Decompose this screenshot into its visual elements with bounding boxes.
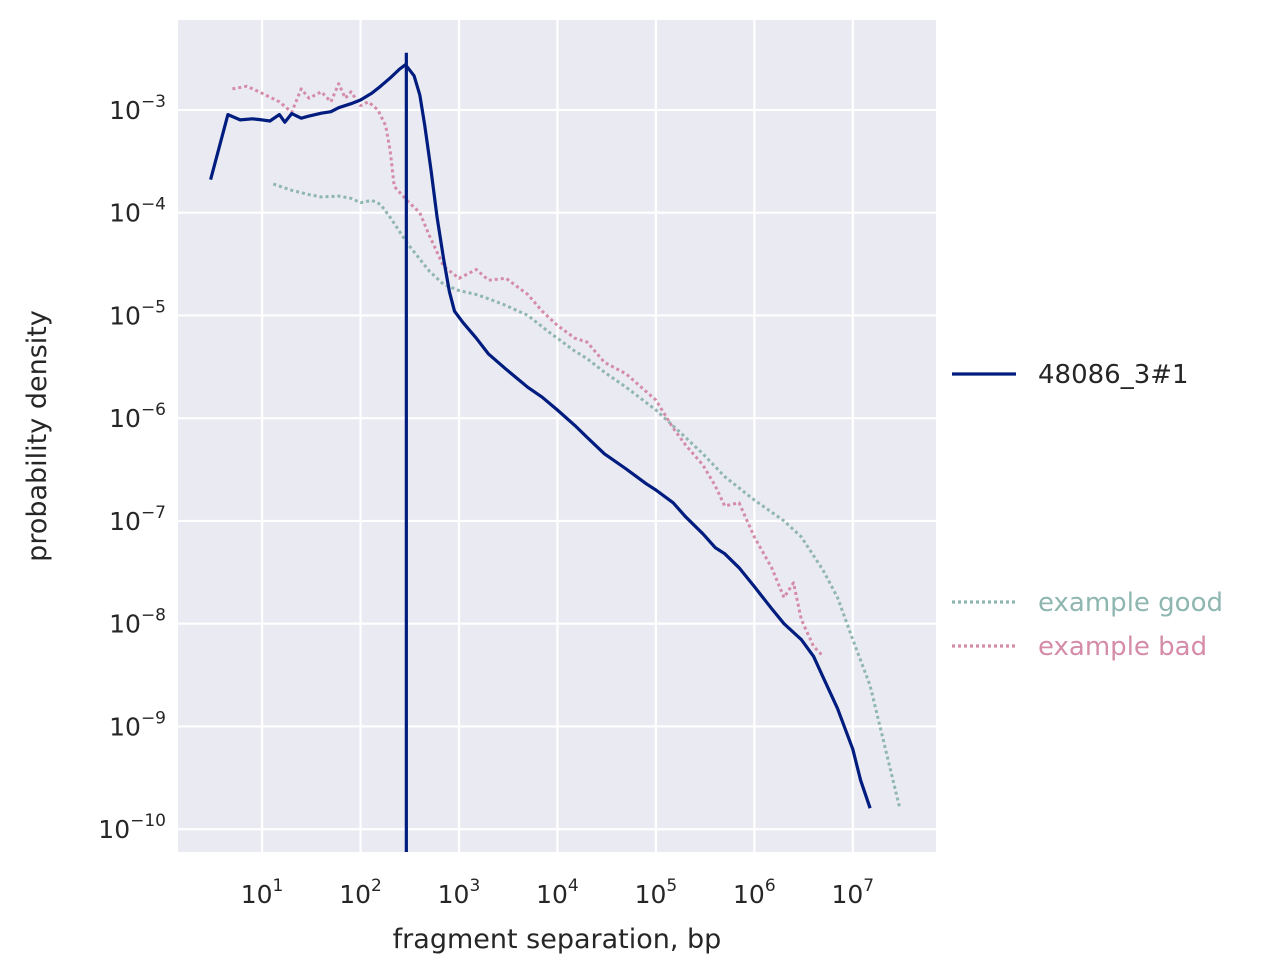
y-tick-label: 10−8 <box>109 606 166 639</box>
y-tick-label: 10−7 <box>109 503 166 536</box>
x-tick-exponent: 7 <box>863 876 874 896</box>
y-tick-exponent: −5 <box>141 297 166 317</box>
y-tick-exponent: −6 <box>141 400 166 420</box>
x-tick-exponent: 3 <box>469 876 480 896</box>
x-tick-label: 104 <box>536 876 579 909</box>
x-tick-label: 101 <box>241 876 284 909</box>
x-tick-exponent: 4 <box>568 876 579 896</box>
y-tick-exponent: −7 <box>141 503 166 523</box>
x-tick-base: 10 <box>536 880 568 909</box>
x-tick-exponent: 5 <box>666 876 677 896</box>
x-axis-label: fragment separation, bp <box>393 924 722 955</box>
x-axis-ticks: 101 102 103 104 105 106 107 <box>241 876 874 909</box>
x-tick-label: 106 <box>733 876 776 909</box>
y-tick-label: 10−10 <box>98 811 166 844</box>
y-axis-ticks: 10−310−410−510−610−710−810−910−10 <box>98 92 166 844</box>
series-line-example-bad <box>232 82 825 658</box>
y-tick-label: 10−5 <box>109 297 166 330</box>
y-tick-base: 10 <box>109 507 141 536</box>
x-tick-label: 105 <box>635 876 678 909</box>
legend-label-example-good: example good <box>1038 588 1223 618</box>
y-tick-label: 10−4 <box>109 195 166 228</box>
y-tick-base: 10 <box>109 301 141 330</box>
y-tick-exponent: −9 <box>141 708 166 728</box>
x-tick-base: 10 <box>635 880 667 909</box>
y-tick-base: 10 <box>109 96 141 125</box>
series-line-48086-3-1 <box>209 63 872 809</box>
grid-lines <box>178 20 936 852</box>
y-tick-base: 10 <box>109 610 141 639</box>
x-tick-base: 10 <box>438 880 470 909</box>
x-tick-exponent: 2 <box>371 876 382 896</box>
x-tick-base: 10 <box>733 880 765 909</box>
series-layer <box>209 52 902 852</box>
y-tick-exponent: −3 <box>141 92 166 112</box>
y-tick-label: 10−6 <box>109 400 166 433</box>
x-tick-base: 10 <box>831 880 863 909</box>
x-tick-label: 107 <box>831 876 874 909</box>
y-tick-base: 10 <box>109 199 141 228</box>
y-tick-base: 10 <box>98 815 130 844</box>
y-tick-base: 10 <box>109 712 141 741</box>
x-tick-exponent: 6 <box>765 876 776 896</box>
y-tick-label: 10−3 <box>109 92 166 125</box>
y-tick-label: 10−9 <box>109 708 166 741</box>
y-tick-exponent: −10 <box>130 811 166 831</box>
y-tick-exponent: −4 <box>141 195 166 215</box>
y-tick-exponent: −8 <box>141 606 166 626</box>
legend-label-48086-3-1: 48086_3#1 <box>1038 360 1189 390</box>
x-tick-label: 103 <box>438 876 481 909</box>
series-line-example-good <box>272 182 902 809</box>
x-tick-base: 10 <box>241 880 273 909</box>
x-tick-base: 10 <box>339 880 371 909</box>
x-tick-label: 102 <box>339 876 382 909</box>
legend-label-example-bad: example bad <box>1038 632 1207 662</box>
y-axis-label: probability density <box>22 310 53 562</box>
x-tick-exponent: 1 <box>273 876 284 896</box>
y-tick-base: 10 <box>109 404 141 433</box>
